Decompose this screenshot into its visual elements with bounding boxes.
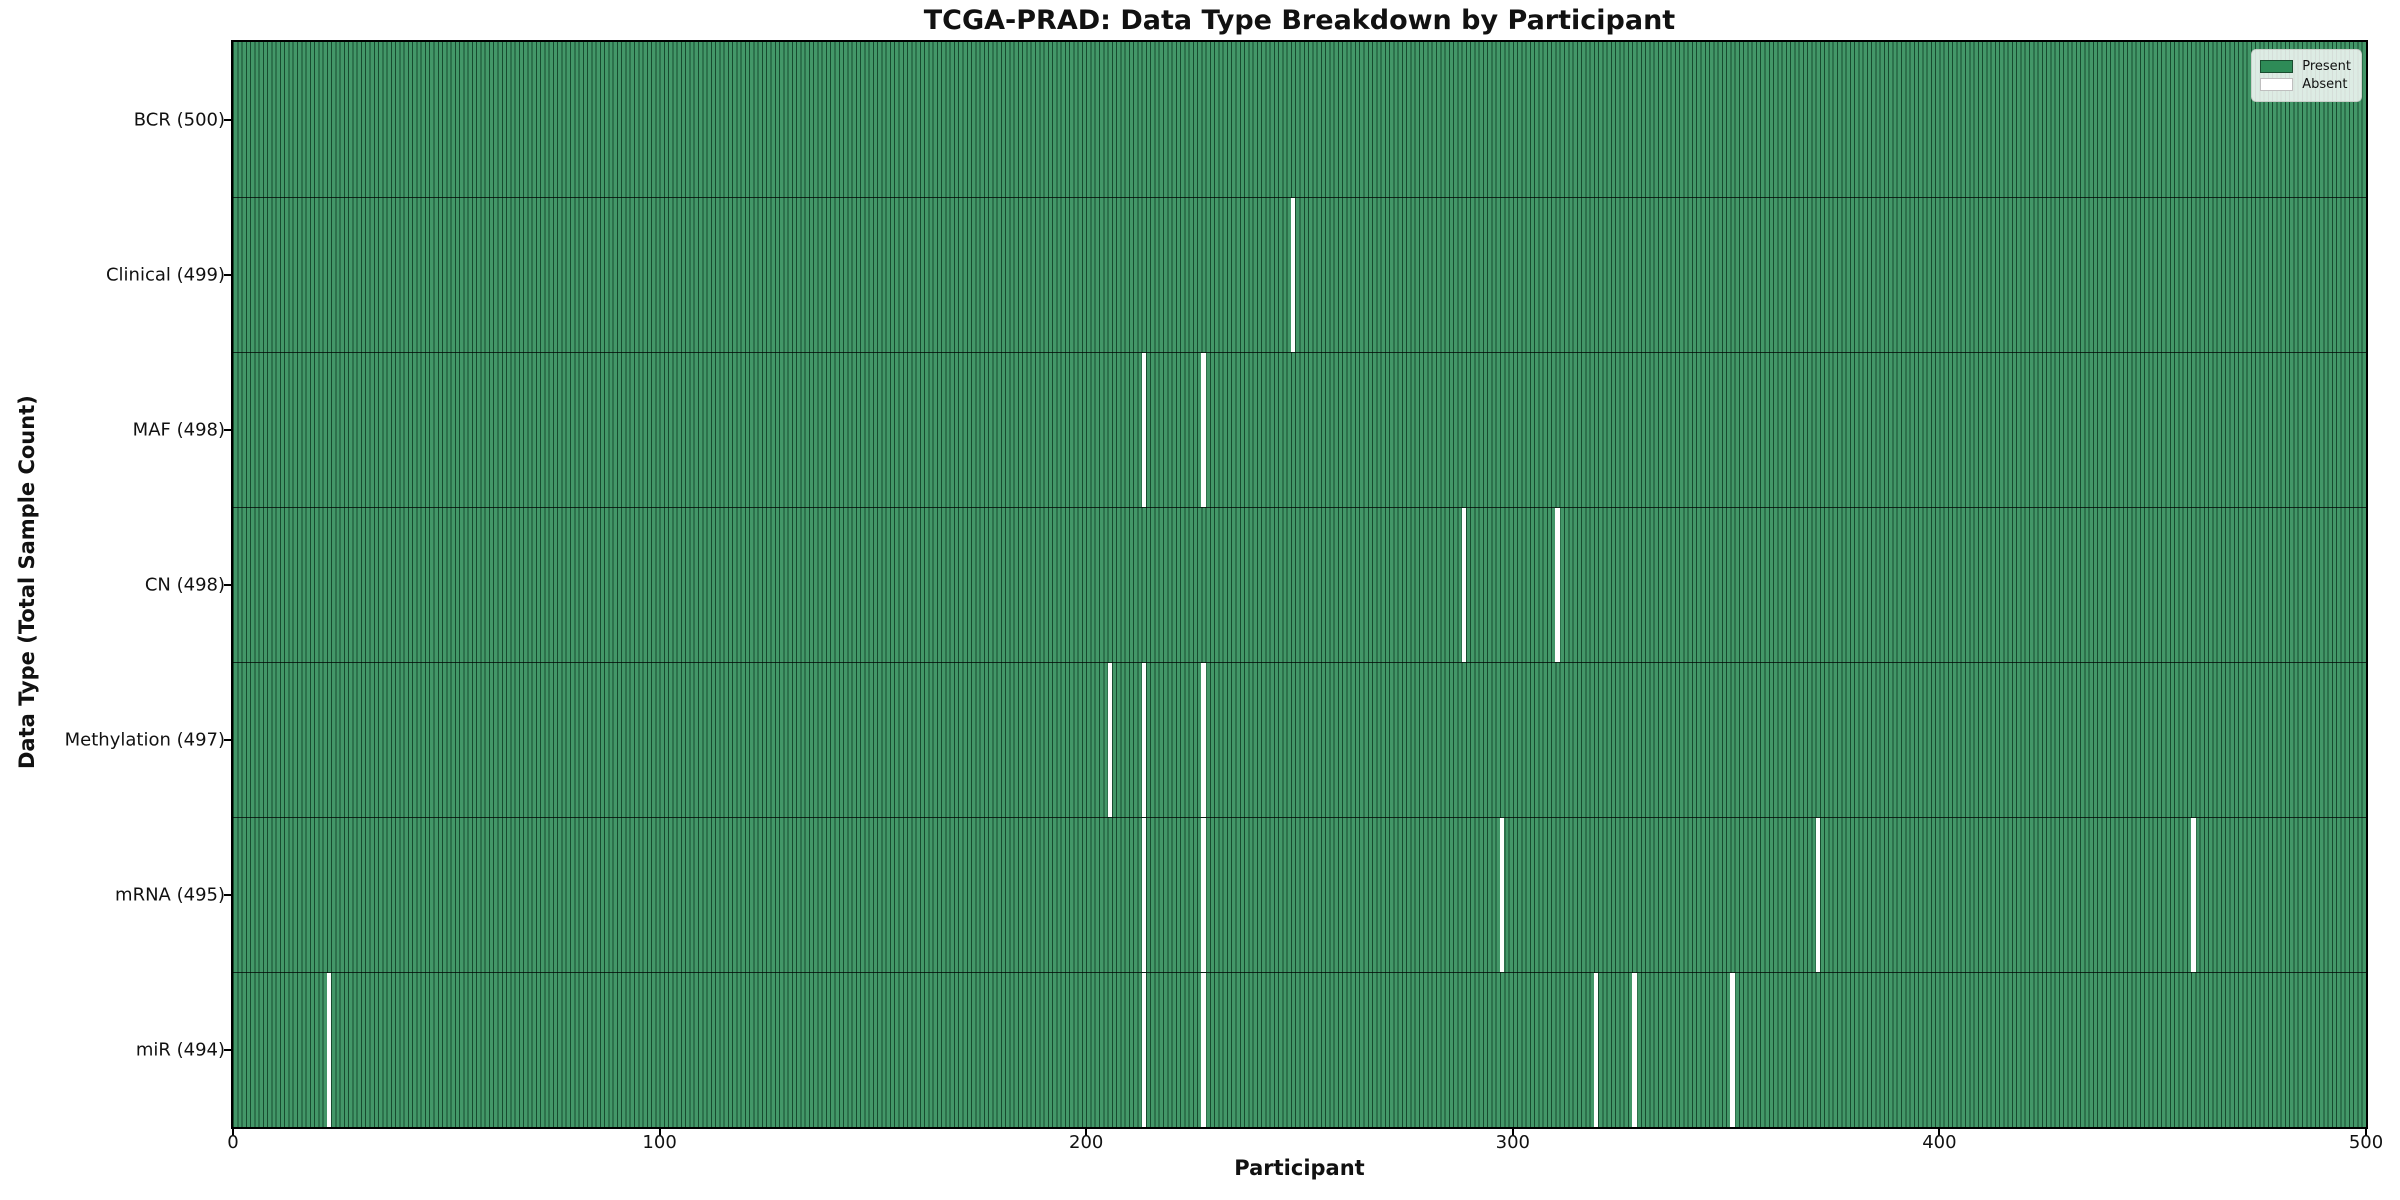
- absent-gap-mrna-297: [1500, 818, 1505, 972]
- y-tick-mark: [224, 273, 231, 276]
- absent-gap-cn-288: [1461, 508, 1467, 662]
- absent-gap-mir-213: [1141, 973, 1147, 1127]
- absent-gap-methylation-205: [1107, 663, 1112, 817]
- x-tick-label-400: 400: [1922, 1132, 1957, 1153]
- legend-entry-present: Present: [2260, 59, 2351, 74]
- row-cn: [233, 507, 2366, 662]
- row-methylation: [233, 662, 2366, 817]
- y-tick-label-mir: miR (494): [135, 1039, 225, 1060]
- y-tick-label-cn: CN (498): [144, 574, 225, 595]
- legend: Present Absent: [2251, 49, 2362, 102]
- absent-gap-mir-22: [326, 973, 332, 1127]
- y-tick-label-mrna: mRNA (495): [115, 884, 225, 905]
- legend-absent-label: Absent: [2302, 77, 2348, 92]
- absent-gap-maf-227: [1201, 353, 1206, 507]
- absent-gap-mir-328: [1632, 973, 1637, 1127]
- absent-gap-mrna-213: [1141, 818, 1147, 972]
- y-tick-label-bcr: BCR (500): [133, 109, 225, 130]
- absent-gap-cn-310: [1555, 508, 1560, 662]
- row-mrna: [233, 817, 2366, 972]
- y-tick-mark: [224, 428, 231, 431]
- chart-title: TCGA-PRAD: Data Type Breakdown by Partic…: [923, 5, 1676, 36]
- legend-absent-swatch: [2260, 78, 2294, 91]
- x-tick-mark: [2365, 1129, 2367, 1136]
- absent-gap-mir-227: [1201, 973, 1206, 1127]
- legend-present-label: Present: [2302, 59, 2351, 74]
- absent-gap-mrna-459: [2191, 818, 2196, 972]
- y-tick-label-clinical: Clinical (499): [105, 264, 225, 285]
- x-tick-mark: [1938, 1129, 1941, 1136]
- x-tick-label-200: 200: [1069, 1132, 1104, 1153]
- row-mir: [233, 972, 2366, 1127]
- x-tick-mark: [1085, 1129, 1088, 1136]
- legend-entry-absent: Absent: [2260, 77, 2351, 92]
- absent-gap-methylation-227: [1201, 663, 1206, 817]
- absent-gap-clinical-248: [1290, 198, 1296, 352]
- x-tick-label-100: 100: [642, 1132, 677, 1153]
- x-tick-mark: [1511, 1129, 1514, 1136]
- row-bcr: [233, 42, 2366, 197]
- absent-gap-mrna-227: [1201, 818, 1206, 972]
- y-tick-label-methylation: Methylation (497): [64, 729, 225, 750]
- y-tick-label-maf: MAF (498): [132, 419, 225, 440]
- row-clinical: [233, 197, 2366, 352]
- absent-gap-maf-213: [1141, 353, 1147, 507]
- absent-gap-mrna-371: [1815, 818, 1821, 972]
- row-maf: [233, 352, 2366, 507]
- x-tick-label-500: 500: [2348, 1132, 2384, 1153]
- absent-gap-mir-351: [1730, 973, 1735, 1127]
- absent-gap-mir-319: [1593, 973, 1599, 1127]
- y-tick-mark: [224, 583, 231, 586]
- absent-gap-methylation-213: [1141, 663, 1147, 817]
- plot-area: Present Absent: [231, 40, 2368, 1129]
- x-tick-mark: [658, 1129, 661, 1136]
- y-tick-mark: [224, 893, 231, 896]
- x-tick-label-0: 0: [227, 1132, 239, 1153]
- y-tick-mark: [224, 738, 231, 741]
- y-tick-mark: [224, 1048, 231, 1051]
- legend-present-swatch: [2260, 60, 2294, 73]
- x-tick-label-300: 300: [1495, 1132, 1530, 1153]
- y-tick-mark: [224, 118, 231, 121]
- x-axis-label: Participant: [1234, 1156, 1365, 1180]
- x-tick-mark: [232, 1129, 234, 1136]
